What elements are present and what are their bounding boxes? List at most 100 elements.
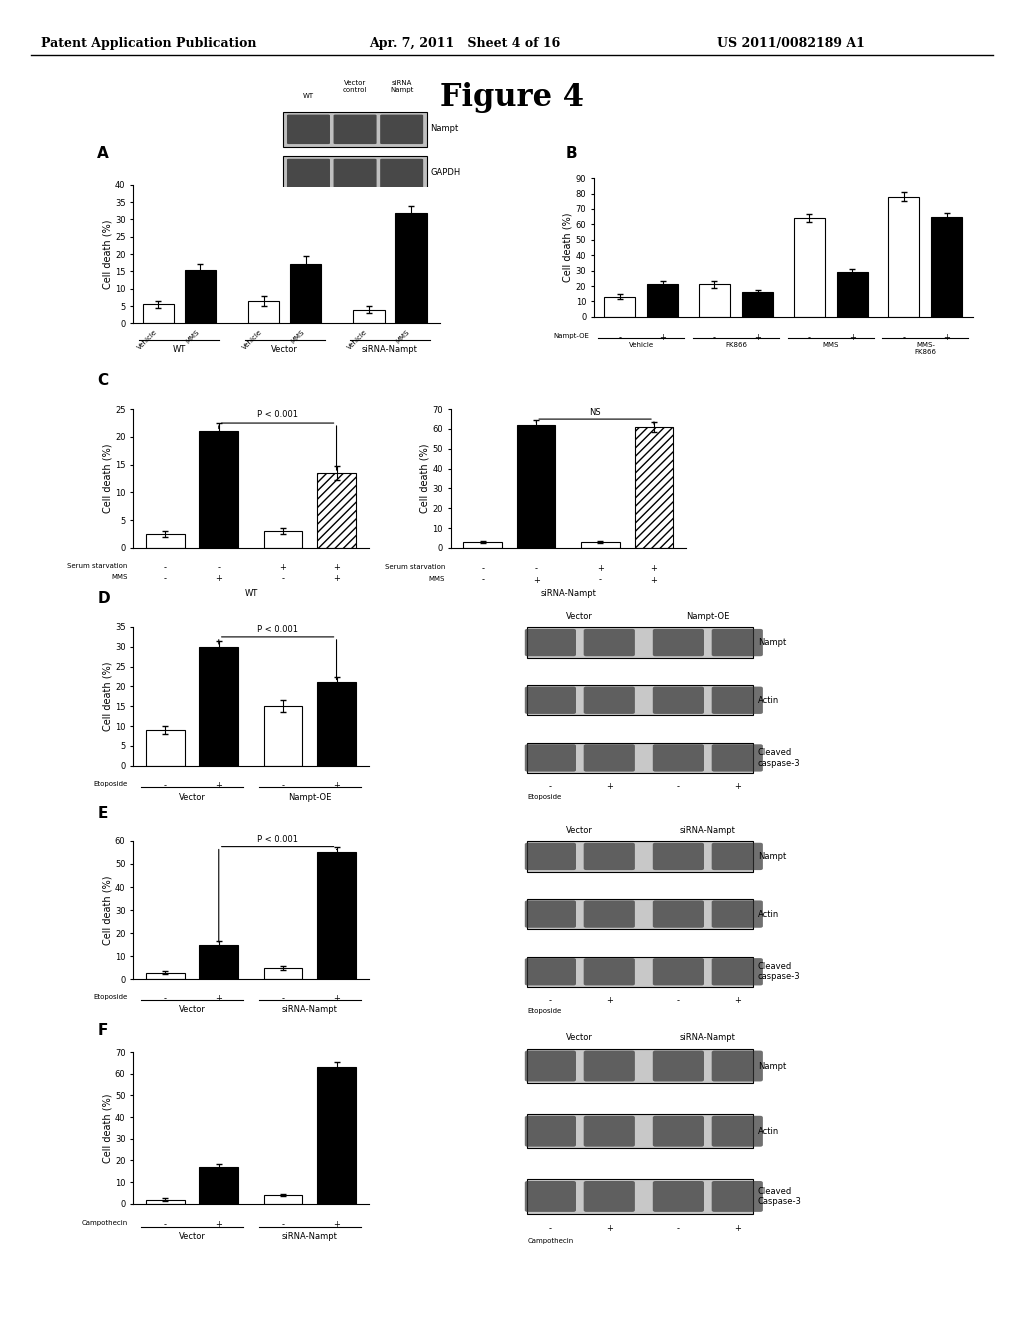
FancyBboxPatch shape bbox=[287, 115, 330, 144]
Text: Nampt: Nampt bbox=[758, 1061, 786, 1071]
FancyBboxPatch shape bbox=[524, 1051, 575, 1081]
Bar bbox=[317, 853, 355, 979]
Bar bbox=[527, 627, 753, 657]
Text: Cleaved
caspase-3: Cleaved caspase-3 bbox=[758, 962, 801, 982]
Bar bbox=[395, 213, 427, 323]
Bar bbox=[527, 899, 753, 929]
Text: Etoposide: Etoposide bbox=[527, 1008, 561, 1014]
Text: MMS: MMS bbox=[429, 576, 445, 582]
Text: +: + bbox=[606, 783, 612, 791]
Text: WT: WT bbox=[245, 590, 257, 598]
FancyBboxPatch shape bbox=[653, 900, 705, 928]
Text: +: + bbox=[659, 333, 667, 342]
FancyBboxPatch shape bbox=[584, 686, 635, 714]
Text: -: - bbox=[549, 997, 552, 1005]
Text: +: + bbox=[754, 333, 761, 342]
FancyBboxPatch shape bbox=[524, 958, 575, 986]
Text: -: - bbox=[164, 574, 167, 583]
Text: -: - bbox=[549, 783, 552, 791]
Bar bbox=[517, 425, 555, 548]
Text: -: - bbox=[713, 333, 716, 342]
Bar bbox=[264, 968, 302, 979]
Text: Vector: Vector bbox=[566, 1034, 593, 1041]
Bar bbox=[264, 531, 302, 548]
Text: Cleaved
caspase-3: Cleaved caspase-3 bbox=[758, 748, 801, 768]
Text: Vehicle: Vehicle bbox=[629, 342, 654, 348]
Text: +: + bbox=[333, 564, 340, 573]
FancyBboxPatch shape bbox=[653, 842, 705, 870]
Text: MMS-
FK866: MMS- FK866 bbox=[914, 342, 936, 355]
Text: +: + bbox=[333, 1220, 340, 1229]
Bar bbox=[317, 1067, 355, 1204]
FancyBboxPatch shape bbox=[712, 628, 763, 656]
Text: Vector
control: Vector control bbox=[343, 79, 368, 92]
Text: -: - bbox=[677, 997, 680, 1005]
FancyBboxPatch shape bbox=[653, 686, 705, 714]
Text: siRNA-Nampt: siRNA-Nampt bbox=[282, 1232, 338, 1241]
Text: +: + bbox=[849, 333, 856, 342]
Text: C: C bbox=[97, 374, 109, 388]
Text: +: + bbox=[215, 1220, 222, 1229]
Text: P < 0.001: P < 0.001 bbox=[257, 626, 298, 634]
Text: +: + bbox=[734, 997, 740, 1005]
Y-axis label: Cell death (%): Cell death (%) bbox=[420, 444, 429, 513]
FancyBboxPatch shape bbox=[524, 686, 575, 714]
FancyBboxPatch shape bbox=[334, 115, 377, 144]
FancyBboxPatch shape bbox=[653, 628, 705, 656]
FancyBboxPatch shape bbox=[524, 628, 575, 656]
FancyBboxPatch shape bbox=[712, 1115, 763, 1147]
Bar bbox=[146, 1200, 184, 1204]
Text: Vector: Vector bbox=[178, 793, 206, 803]
Text: Vehicle: Vehicle bbox=[242, 329, 263, 351]
Y-axis label: Cell death (%): Cell death (%) bbox=[102, 219, 112, 289]
Bar bbox=[184, 269, 216, 323]
Text: Nampt-OE: Nampt-OE bbox=[686, 612, 729, 622]
Text: Serum starvation: Serum starvation bbox=[68, 564, 128, 569]
Bar bbox=[353, 309, 385, 323]
Text: A: A bbox=[97, 147, 109, 161]
Bar bbox=[317, 682, 355, 766]
Text: -: - bbox=[535, 564, 538, 573]
Text: siRNA
Nampt: siRNA Nampt bbox=[390, 79, 414, 92]
Text: +: + bbox=[532, 576, 540, 585]
Text: Nampt-OE: Nampt-OE bbox=[288, 793, 332, 803]
Bar bbox=[889, 197, 920, 317]
Bar bbox=[464, 541, 502, 548]
FancyBboxPatch shape bbox=[524, 842, 575, 870]
Text: +: + bbox=[215, 994, 222, 1003]
FancyBboxPatch shape bbox=[653, 958, 705, 986]
FancyBboxPatch shape bbox=[653, 1115, 705, 1147]
Bar bbox=[317, 473, 355, 548]
Text: -: - bbox=[282, 994, 285, 1003]
Text: Vector: Vector bbox=[178, 1232, 206, 1241]
FancyBboxPatch shape bbox=[712, 958, 763, 986]
Text: +: + bbox=[734, 1224, 740, 1233]
Text: -: - bbox=[808, 333, 811, 342]
Bar bbox=[146, 973, 184, 979]
Bar bbox=[794, 218, 824, 317]
Bar bbox=[200, 945, 238, 979]
FancyBboxPatch shape bbox=[380, 158, 423, 189]
Text: Nampt: Nampt bbox=[758, 851, 786, 861]
Y-axis label: Cell death (%): Cell death (%) bbox=[102, 661, 112, 731]
FancyBboxPatch shape bbox=[712, 686, 763, 714]
Text: -: - bbox=[902, 333, 905, 342]
Text: WT: WT bbox=[173, 345, 186, 354]
Text: Etoposide: Etoposide bbox=[527, 795, 561, 800]
Bar bbox=[527, 1114, 753, 1148]
Text: WT: WT bbox=[303, 92, 314, 99]
Text: Nampt-OE: Nampt-OE bbox=[554, 333, 590, 339]
FancyBboxPatch shape bbox=[653, 1051, 705, 1081]
Bar bbox=[284, 156, 427, 190]
Text: FK866: FK866 bbox=[725, 342, 746, 348]
Text: F: F bbox=[97, 1023, 108, 1038]
Text: +: + bbox=[943, 333, 950, 342]
Text: +: + bbox=[650, 576, 657, 585]
FancyBboxPatch shape bbox=[584, 958, 635, 986]
Bar bbox=[699, 285, 730, 317]
Bar bbox=[604, 297, 635, 317]
Text: +: + bbox=[650, 564, 657, 573]
Text: +: + bbox=[606, 1224, 612, 1233]
FancyBboxPatch shape bbox=[712, 744, 763, 772]
Text: Vector: Vector bbox=[566, 826, 593, 836]
